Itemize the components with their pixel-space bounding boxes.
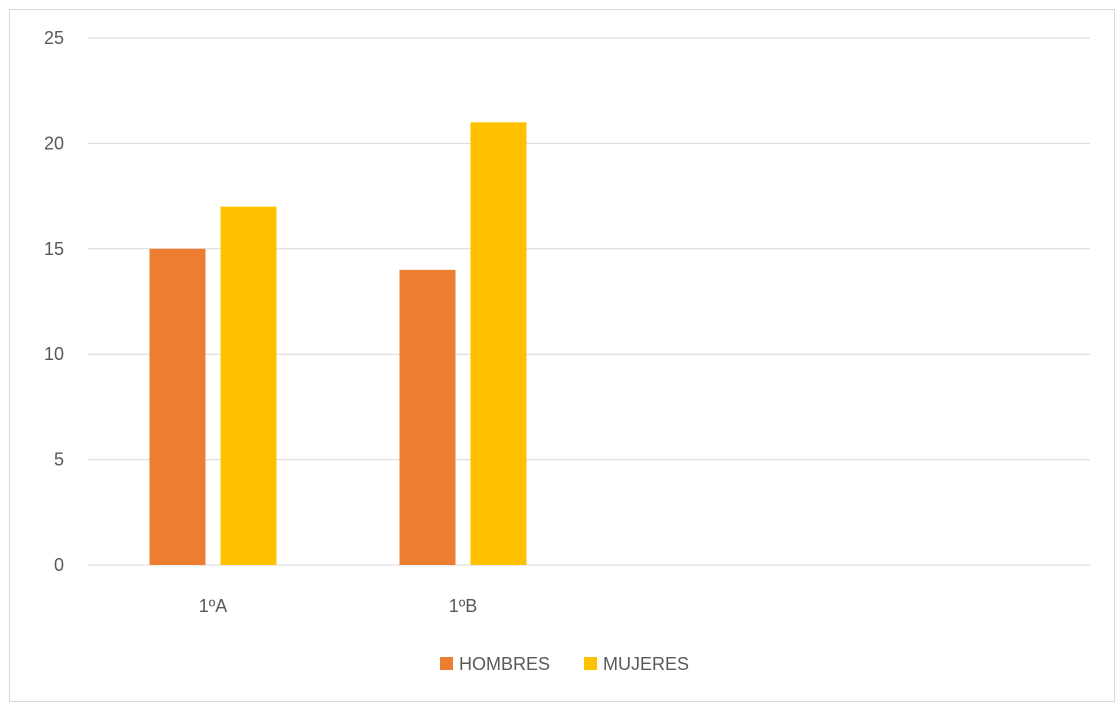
y-tick-label: 10 — [44, 344, 64, 364]
bar-mujeres-1 — [470, 122, 527, 565]
legend-swatch-hombres — [440, 657, 453, 670]
bar-hombres-1 — [399, 269, 456, 565]
legend-swatch-mujeres — [584, 657, 597, 670]
y-tick-label: 20 — [44, 133, 64, 153]
y-tick-label: 15 — [44, 239, 64, 259]
legend-label-mujeres: MUJERES — [603, 654, 689, 674]
y-tick-label: 5 — [54, 450, 64, 470]
y-tick-label: 25 — [44, 28, 64, 48]
legend-label-hombres: HOMBRES — [459, 654, 550, 674]
legend: HOMBRES MUJERES — [440, 654, 689, 674]
bar-mujeres-0 — [220, 206, 277, 565]
x-axis-tick-labels: 1ºA 1ºB — [199, 596, 478, 616]
bar-hombres-0 — [149, 248, 206, 566]
x-tick-label: 1ºA — [199, 596, 228, 616]
bars — [149, 122, 527, 566]
y-tick-label: 0 — [54, 555, 64, 575]
y-axis-tick-labels: 0 5 10 15 20 25 — [44, 28, 64, 575]
x-tick-label: 1ºB — [449, 596, 478, 616]
